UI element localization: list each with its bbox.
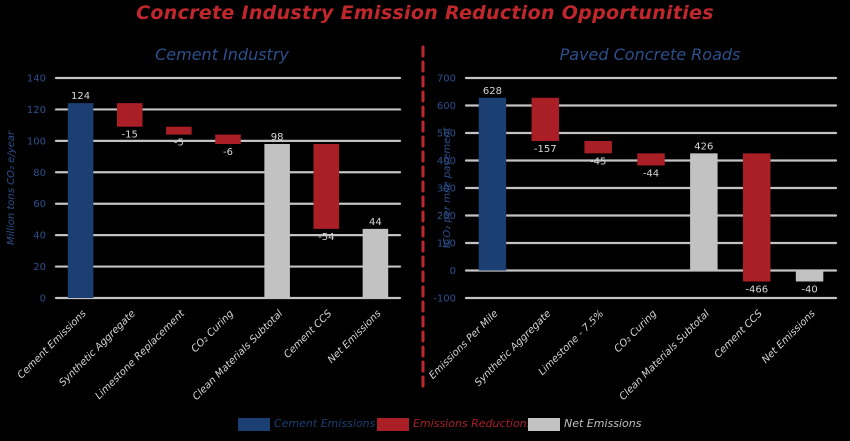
y-tick-label: 100 — [27, 136, 46, 147]
waterfall-bar — [313, 144, 340, 229]
data-label: -466 — [745, 285, 768, 296]
y-tick-label: 300 — [437, 184, 456, 195]
y-tick-label: 40 — [33, 231, 46, 242]
data-label: -40 — [801, 285, 817, 296]
waterfall-bar — [67, 103, 94, 299]
data-label: -15 — [122, 130, 138, 141]
legend: Cement Emissions Emissions Reductions Net … — [0, 416, 850, 434]
x-tick-label: Cement CCS — [713, 308, 766, 361]
x-tick-label: Net Emissions — [326, 308, 384, 366]
chart-title: Paved Concrete Roads — [560, 45, 741, 64]
data-label: -5 — [174, 138, 184, 149]
waterfall-bar — [584, 140, 612, 154]
data-label: 44 — [369, 217, 382, 228]
x-tick-label: Net Emissions — [760, 308, 818, 366]
y-tick-label: 80 — [33, 168, 46, 179]
y-tick-label: 400 — [437, 156, 456, 167]
data-label: -44 — [643, 168, 659, 179]
waterfall-bar — [478, 97, 507, 271]
data-label: 628 — [483, 86, 502, 97]
y-tick-label: 500 — [437, 129, 456, 140]
y-tick-label: 60 — [33, 199, 46, 210]
data-label: -54 — [318, 232, 334, 243]
data-label: -45 — [590, 156, 606, 167]
waterfall-bar — [795, 270, 824, 282]
y-axis-label: Million tons CO₂ e/year — [6, 130, 17, 245]
x-tick-label: Limestone Replacement — [93, 308, 187, 402]
data-label: 426 — [694, 141, 713, 152]
y-tick-label: 200 — [437, 211, 456, 222]
data-label: 124 — [71, 91, 90, 102]
data-label: 98 — [271, 132, 284, 143]
chart-title: Cement Industry — [155, 45, 289, 64]
waterfall-bar — [362, 228, 389, 298]
y-tick-label: 20 — [33, 262, 46, 273]
panel-divider — [421, 45, 425, 393]
y-tick-label: 120 — [27, 105, 46, 116]
legend-label: Net Emissions — [564, 417, 642, 430]
waterfall-bar — [531, 97, 560, 141]
y-tick-label: 0 — [450, 266, 456, 277]
waterfall-bar — [690, 153, 718, 271]
y-axis-label: tCO₂ per mile pavement — [442, 126, 453, 248]
waterfall-bar — [215, 134, 241, 144]
x-tick-label: CO₂ Curing — [189, 308, 236, 355]
y-tick-label: 600 — [437, 101, 456, 112]
x-tick-label: Clean Materials Subtotal — [191, 308, 286, 403]
chart-panel-1: Cement Industry Million tons CO₂ e/year 0 2… — [6, 45, 402, 403]
main-title: Concrete Industry Emission Reduction Opp… — [136, 2, 714, 24]
legend-label: Emissions Reductions — [413, 417, 533, 430]
y-tick-label: 140 — [27, 74, 46, 85]
legend-label: Cement Emissions — [274, 417, 376, 430]
data-label: -157 — [534, 144, 557, 155]
waterfall-bar — [637, 153, 665, 166]
chart-panel-2: Paved Concrete Roads tCO₂ per mile paveme… — [427, 45, 838, 403]
legend-swatch — [528, 418, 560, 431]
x-tick-label: Cement CCS — [282, 308, 335, 361]
data-label: -6 — [223, 147, 233, 158]
legend-swatch — [238, 418, 270, 431]
y-tick-label: 100 — [437, 239, 456, 250]
y-tick-label: 700 — [437, 74, 456, 85]
waterfall-bar — [264, 144, 290, 298]
waterfall-bar — [742, 153, 771, 282]
legend-swatch — [377, 418, 409, 431]
waterfall-bar — [166, 126, 192, 135]
y-tick-label: -100 — [433, 294, 456, 305]
y-tick-label: 0 — [40, 294, 46, 305]
waterfall-bar — [116, 103, 143, 127]
x-tick-label: Clean Materials Subtotal — [618, 308, 713, 403]
x-tick-label: CO₂ Curing — [612, 308, 659, 355]
